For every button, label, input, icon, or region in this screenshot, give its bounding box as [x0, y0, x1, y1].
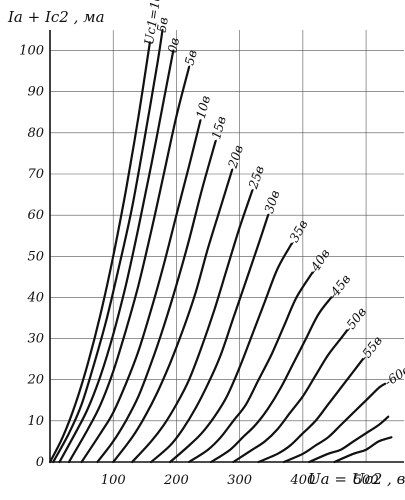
curve-line — [210, 296, 333, 464]
axes — [49, 30, 404, 463]
curve-line — [232, 329, 349, 464]
y-tick-label: 50 — [27, 249, 44, 264]
x-tick-label: 500 — [354, 473, 379, 488]
y-axis-title: Ia + Ic2 , ма — [7, 8, 105, 26]
curve-line — [131, 189, 254, 464]
curve-label: -50в — [341, 304, 370, 335]
curve-line — [169, 242, 293, 464]
curve-label: -25в — [244, 164, 267, 195]
curve-line — [80, 119, 202, 464]
y-tick-label: 10 — [27, 414, 44, 429]
curve-line — [48, 41, 151, 464]
x-tick-label: 100 — [101, 473, 126, 488]
curve-line — [67, 65, 191, 464]
curve-line — [58, 49, 175, 464]
grid — [50, 30, 404, 462]
y-tick-label: 20 — [26, 373, 44, 388]
y-tick-label: 40 — [26, 290, 44, 305]
curve-line — [257, 358, 364, 464]
curve-label: -35в — [284, 217, 311, 248]
curve-line — [96, 140, 217, 464]
y-tick-label: 60 — [27, 208, 44, 223]
curve-label: 5в — [154, 16, 171, 33]
curve-line — [150, 214, 270, 464]
x-tick-label: 300 — [227, 473, 252, 488]
curve-label: -60в — [381, 362, 405, 390]
curve-label: -20в — [224, 143, 246, 174]
y-tick-label: 80 — [27, 126, 44, 141]
y-tick-label: 100 — [19, 44, 44, 59]
y-tick-label: 90 — [27, 85, 44, 100]
y-tick-label: 70 — [27, 167, 44, 182]
tick-labels: 0 10 20 30 40 50 60 70 80 90 100 100 200 300 400 500 — [19, 44, 378, 488]
curve-label: 0в — [164, 36, 182, 54]
y-tick-label: 30 — [27, 332, 44, 347]
curve-label: -10в — [192, 94, 213, 124]
curve-group — [48, 28, 393, 464]
x-tick-label: 200 — [163, 473, 189, 488]
curve-line — [188, 271, 314, 464]
curve-line — [52, 28, 164, 464]
curve-label: -15в — [207, 114, 229, 144]
curve-line — [112, 168, 234, 464]
curve-line — [282, 382, 387, 464]
x-tick-label: 400 — [289, 473, 315, 488]
x-axis-title: Ua = Uc2 , в — [308, 470, 405, 488]
curve-line — [333, 436, 393, 464]
curve-label: -55в — [356, 333, 385, 364]
curve-label: -40в — [305, 246, 332, 277]
curve-label: -5в — [180, 48, 199, 71]
curve-line — [308, 415, 390, 464]
curve-label: -30в — [260, 188, 283, 219]
y-tick-label: 0 — [36, 455, 44, 470]
